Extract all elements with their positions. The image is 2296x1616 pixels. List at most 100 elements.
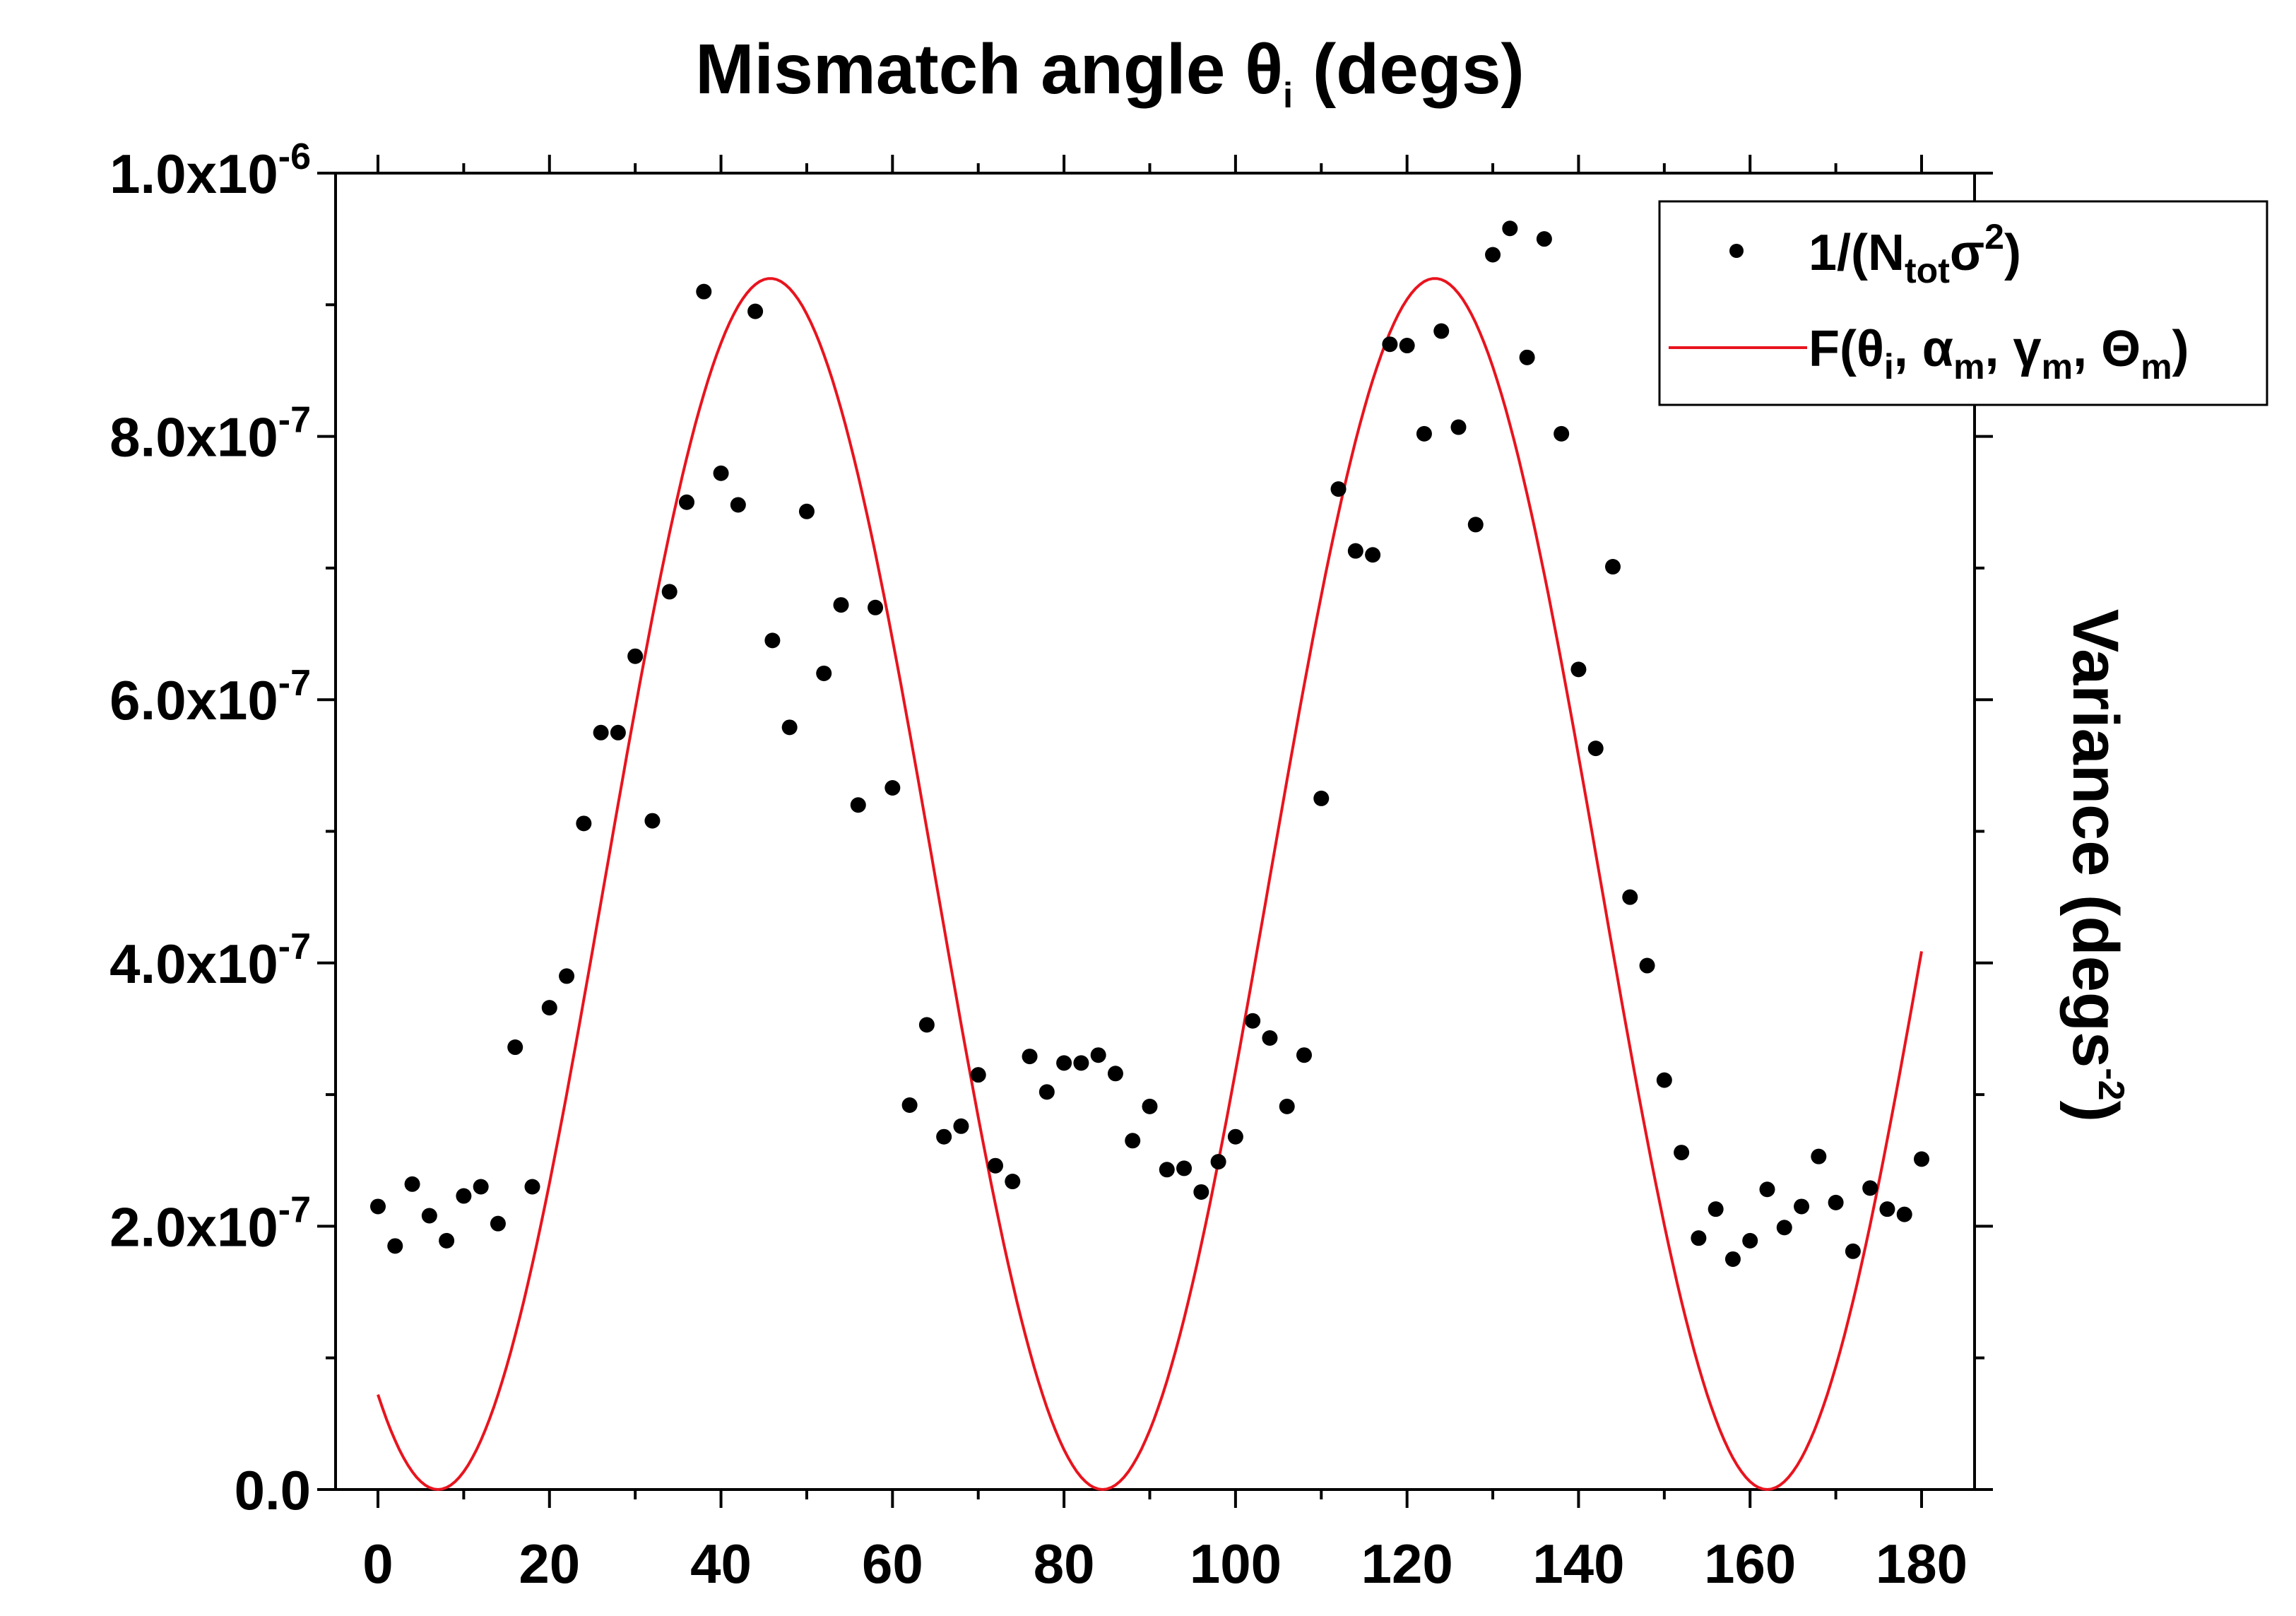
- data-point: [1210, 1154, 1226, 1170]
- data-point: [1125, 1133, 1141, 1149]
- data-point: [1262, 1030, 1278, 1046]
- legend-fit-part: , Θ: [2073, 321, 2141, 377]
- data-point: [1536, 231, 1552, 247]
- data-points: [370, 220, 1929, 1267]
- data-point: [901, 1097, 918, 1114]
- data-point: [850, 797, 866, 813]
- data-point: [936, 1128, 952, 1145]
- data-point: [421, 1208, 437, 1224]
- data-point: [1005, 1174, 1021, 1190]
- x-tick-label: 40: [690, 1533, 752, 1595]
- legend-fit-part: , α: [1894, 321, 1953, 377]
- y-tick-label: 6.0x10-7: [110, 663, 311, 731]
- data-point: [1416, 425, 1432, 442]
- data-point: [868, 599, 884, 615]
- x-tick-label: 100: [1190, 1533, 1282, 1595]
- data-point: [1450, 419, 1467, 435]
- legend-marker-points: [1729, 244, 1744, 258]
- x-tick-label: 120: [1361, 1533, 1453, 1595]
- data-point: [816, 665, 832, 681]
- y-tick-label: 0.0: [235, 1459, 311, 1521]
- data-point: [507, 1039, 523, 1056]
- data-point: [1794, 1198, 1810, 1215]
- x-tick-label: 60: [862, 1533, 923, 1595]
- data-point: [1467, 517, 1484, 533]
- legend-points-mid: σ: [1950, 225, 1984, 281]
- legend-fit-part: m: [1953, 347, 1984, 387]
- y-tick-exponent: -7: [278, 663, 311, 704]
- data-point: [1742, 1232, 1758, 1249]
- data-point: [1176, 1160, 1193, 1176]
- data-point: [953, 1118, 969, 1134]
- data-point: [1914, 1151, 1929, 1167]
- data-point: [387, 1238, 403, 1254]
- data-point: [1759, 1181, 1775, 1198]
- data-point: [1811, 1148, 1827, 1164]
- data-point: [679, 494, 694, 510]
- y-tick-label: 1.0x10-6: [110, 136, 311, 205]
- data-point: [1656, 1072, 1672, 1088]
- data-point: [1862, 1180, 1878, 1196]
- y-tick-exponent: -7: [278, 1189, 311, 1230]
- data-point: [1245, 1013, 1261, 1029]
- data-point: [1845, 1243, 1861, 1259]
- legend: 1/(Ntotσ2) F(θi, αm, γm, Θm): [1658, 200, 2268, 406]
- data-point: [1330, 481, 1347, 497]
- x-tick-label: 160: [1704, 1533, 1796, 1595]
- axis-ticks: [317, 155, 1993, 1508]
- data-point: [1485, 247, 1501, 263]
- data-point: [781, 719, 798, 736]
- data-point: [1502, 220, 1518, 237]
- data-point: [1073, 1055, 1089, 1071]
- chart-title-suffix: (degs): [1293, 30, 1525, 109]
- data-point: [1038, 1084, 1055, 1100]
- legend-fit-part: ): [2172, 321, 2189, 377]
- data-point: [1022, 1049, 1038, 1065]
- legend-box: [1658, 200, 2268, 406]
- x-tick-label: 20: [519, 1533, 580, 1595]
- y-axis-label-sup: -2: [2090, 1068, 2131, 1100]
- data-point: [713, 465, 729, 481]
- data-point: [370, 1198, 386, 1215]
- legend-points-pre: 1/(N: [1809, 225, 1905, 281]
- data-point: [524, 1179, 540, 1195]
- data-point: [559, 968, 575, 984]
- x-tick-label: 0: [362, 1533, 393, 1595]
- data-point: [1639, 957, 1655, 974]
- data-point: [730, 497, 746, 513]
- data-point: [1554, 425, 1570, 442]
- data-point: [1708, 1201, 1724, 1217]
- data-point: [764, 632, 781, 649]
- chart-title-sub: i: [1283, 76, 1293, 115]
- data-point: [1605, 559, 1621, 575]
- data-point: [576, 815, 592, 832]
- data-point: [1159, 1162, 1175, 1178]
- y-tick-mantissa: 8.0x10: [110, 406, 278, 468]
- data-point: [1193, 1184, 1209, 1200]
- y-tick-labels: 0.02.0x10-74.0x10-76.0x10-78.0x10-71.0x1…: [110, 136, 311, 1521]
- data-point: [1347, 543, 1363, 559]
- data-point: [1313, 790, 1330, 806]
- y-tick-exponent: -7: [278, 926, 311, 967]
- chart-title-prefix: Mismatch angle: [695, 30, 1245, 109]
- x-tick-labels: 0 20 40 60 80 100 120 140 160 180: [362, 1533, 1967, 1595]
- data-point: [988, 1157, 1003, 1174]
- y-tick-mantissa: 1.0x10: [110, 143, 278, 205]
- chart-title-symbol: θ: [1245, 30, 1283, 109]
- data-point: [439, 1232, 455, 1249]
- data-point: [1279, 1098, 1295, 1114]
- data-point: [1056, 1055, 1072, 1071]
- data-point: [1896, 1206, 1912, 1222]
- data-point: [798, 503, 815, 519]
- legend-points-post: ): [2004, 225, 2021, 281]
- x-tick-label: 80: [1034, 1533, 1095, 1595]
- y-tick-label: 4.0x10-7: [110, 926, 311, 995]
- data-point: [747, 303, 764, 319]
- data-point: [456, 1188, 472, 1204]
- legend-label-points: 1/(Ntotσ2): [1809, 217, 2021, 290]
- data-point: [1674, 1145, 1690, 1161]
- y-tick-label: 8.0x10-7: [110, 400, 311, 468]
- data-point: [1519, 349, 1535, 365]
- legend-fit-part: , γ: [1985, 321, 2042, 377]
